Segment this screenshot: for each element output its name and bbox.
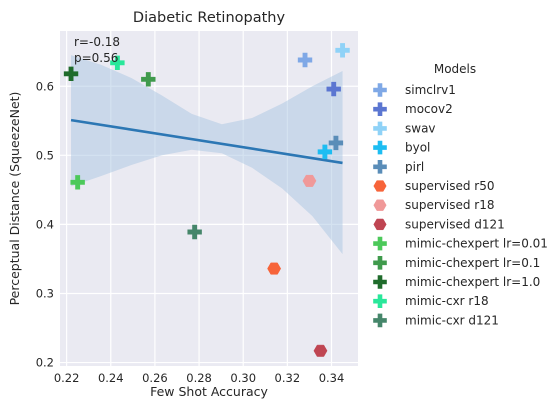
x-tick-labels: 0.22 0.24 0.26 0.28 0.30 0.32 0.34	[54, 371, 344, 385]
legend-marker	[373, 83, 387, 97]
point-simclrv1	[297, 52, 313, 68]
point-pirl	[328, 135, 344, 151]
y-tick-label: 0.5	[36, 148, 54, 162]
x-tick-label: 0.26	[142, 371, 168, 385]
y-tick-label: 0.6	[36, 79, 54, 93]
x-axis-label: Few Shot Accuracy	[150, 384, 268, 399]
point-mocov2	[326, 81, 341, 97]
point-supervised-r50	[267, 262, 282, 275]
correlation-r: r=-0.18	[74, 35, 120, 49]
legend-label: swav	[405, 121, 436, 135]
x-tick-label: 0.24	[98, 371, 124, 385]
point-mimic-cxr-r18	[110, 55, 125, 70]
point-supervised-d121	[313, 344, 328, 357]
legend-title: Models	[434, 62, 476, 76]
point-mimic-cxr-d121	[187, 224, 202, 240]
legend-marker	[373, 102, 387, 116]
legend-label: supervised r18	[405, 198, 495, 212]
x-tick-label: 0.34	[319, 371, 345, 385]
y-axis-label: Perceptual Distance (SqueezeNet)	[7, 92, 22, 306]
legend-label: simclrv1	[405, 83, 456, 97]
legend-marker	[373, 199, 387, 211]
legend-label: byol	[405, 141, 430, 155]
legend-marker	[373, 236, 387, 251]
point-mimic-chexpert-lr-0-01	[70, 175, 85, 190]
legend-label: mimic-cxr r18	[405, 294, 489, 308]
point-mimic-chexpert-lr-0-1	[141, 72, 156, 87]
y-tick-label: 0.2	[36, 356, 54, 370]
x-tick-label: 0.32	[275, 371, 301, 385]
legend-marker	[373, 218, 387, 231]
y-tick-labels: 0.2 0.3 0.4 0.5 0.6	[36, 79, 54, 369]
legend-label: supervised d121	[405, 217, 505, 231]
data-points	[63, 43, 350, 357]
point-swav	[335, 43, 350, 58]
legend: simclrv1 mocov2 swav byol pirl supervised r50…	[373, 83, 548, 327]
y-tick-label: 0.3	[36, 286, 54, 300]
point-supervised-r18	[302, 174, 317, 187]
legend-marker	[373, 294, 387, 308]
chart-title: Diabetic Retinopathy	[133, 10, 286, 26]
legend-marker	[373, 180, 387, 192]
correlation-p: p=0.56	[74, 51, 118, 65]
confidence-band-layer	[71, 55, 343, 255]
confidence-band	[71, 55, 343, 255]
regression-line-layer	[70, 118, 343, 165]
x-tick-label: 0.22	[54, 371, 80, 385]
legend-marker	[373, 160, 387, 174]
point-byol	[317, 144, 333, 160]
regression-line	[70, 118, 343, 165]
legend-marker	[373, 121, 387, 136]
legend-label: mimic-chexpert lr=0.1	[405, 256, 540, 270]
legend-label: mimic-chexpert lr=0.01	[405, 237, 548, 251]
x-tick-label: 0.30	[230, 371, 256, 385]
legend-label: supervised r50	[405, 179, 495, 193]
y-tick-label: 0.4	[36, 217, 54, 231]
legend-marker	[373, 140, 387, 155]
legend-marker	[373, 313, 387, 328]
legend-label: mocov2	[405, 102, 453, 116]
legend-label: pirl	[405, 160, 424, 174]
legend-marker	[373, 275, 387, 289]
legend-marker	[373, 256, 387, 270]
point-mimic-chexpert-lr-1-0	[63, 66, 79, 82]
x-tick-label: 0.28	[186, 371, 212, 385]
legend-label: mimic-cxr d121	[405, 313, 499, 327]
legend-label: mimic-chexpert lr=1.0	[405, 275, 540, 289]
